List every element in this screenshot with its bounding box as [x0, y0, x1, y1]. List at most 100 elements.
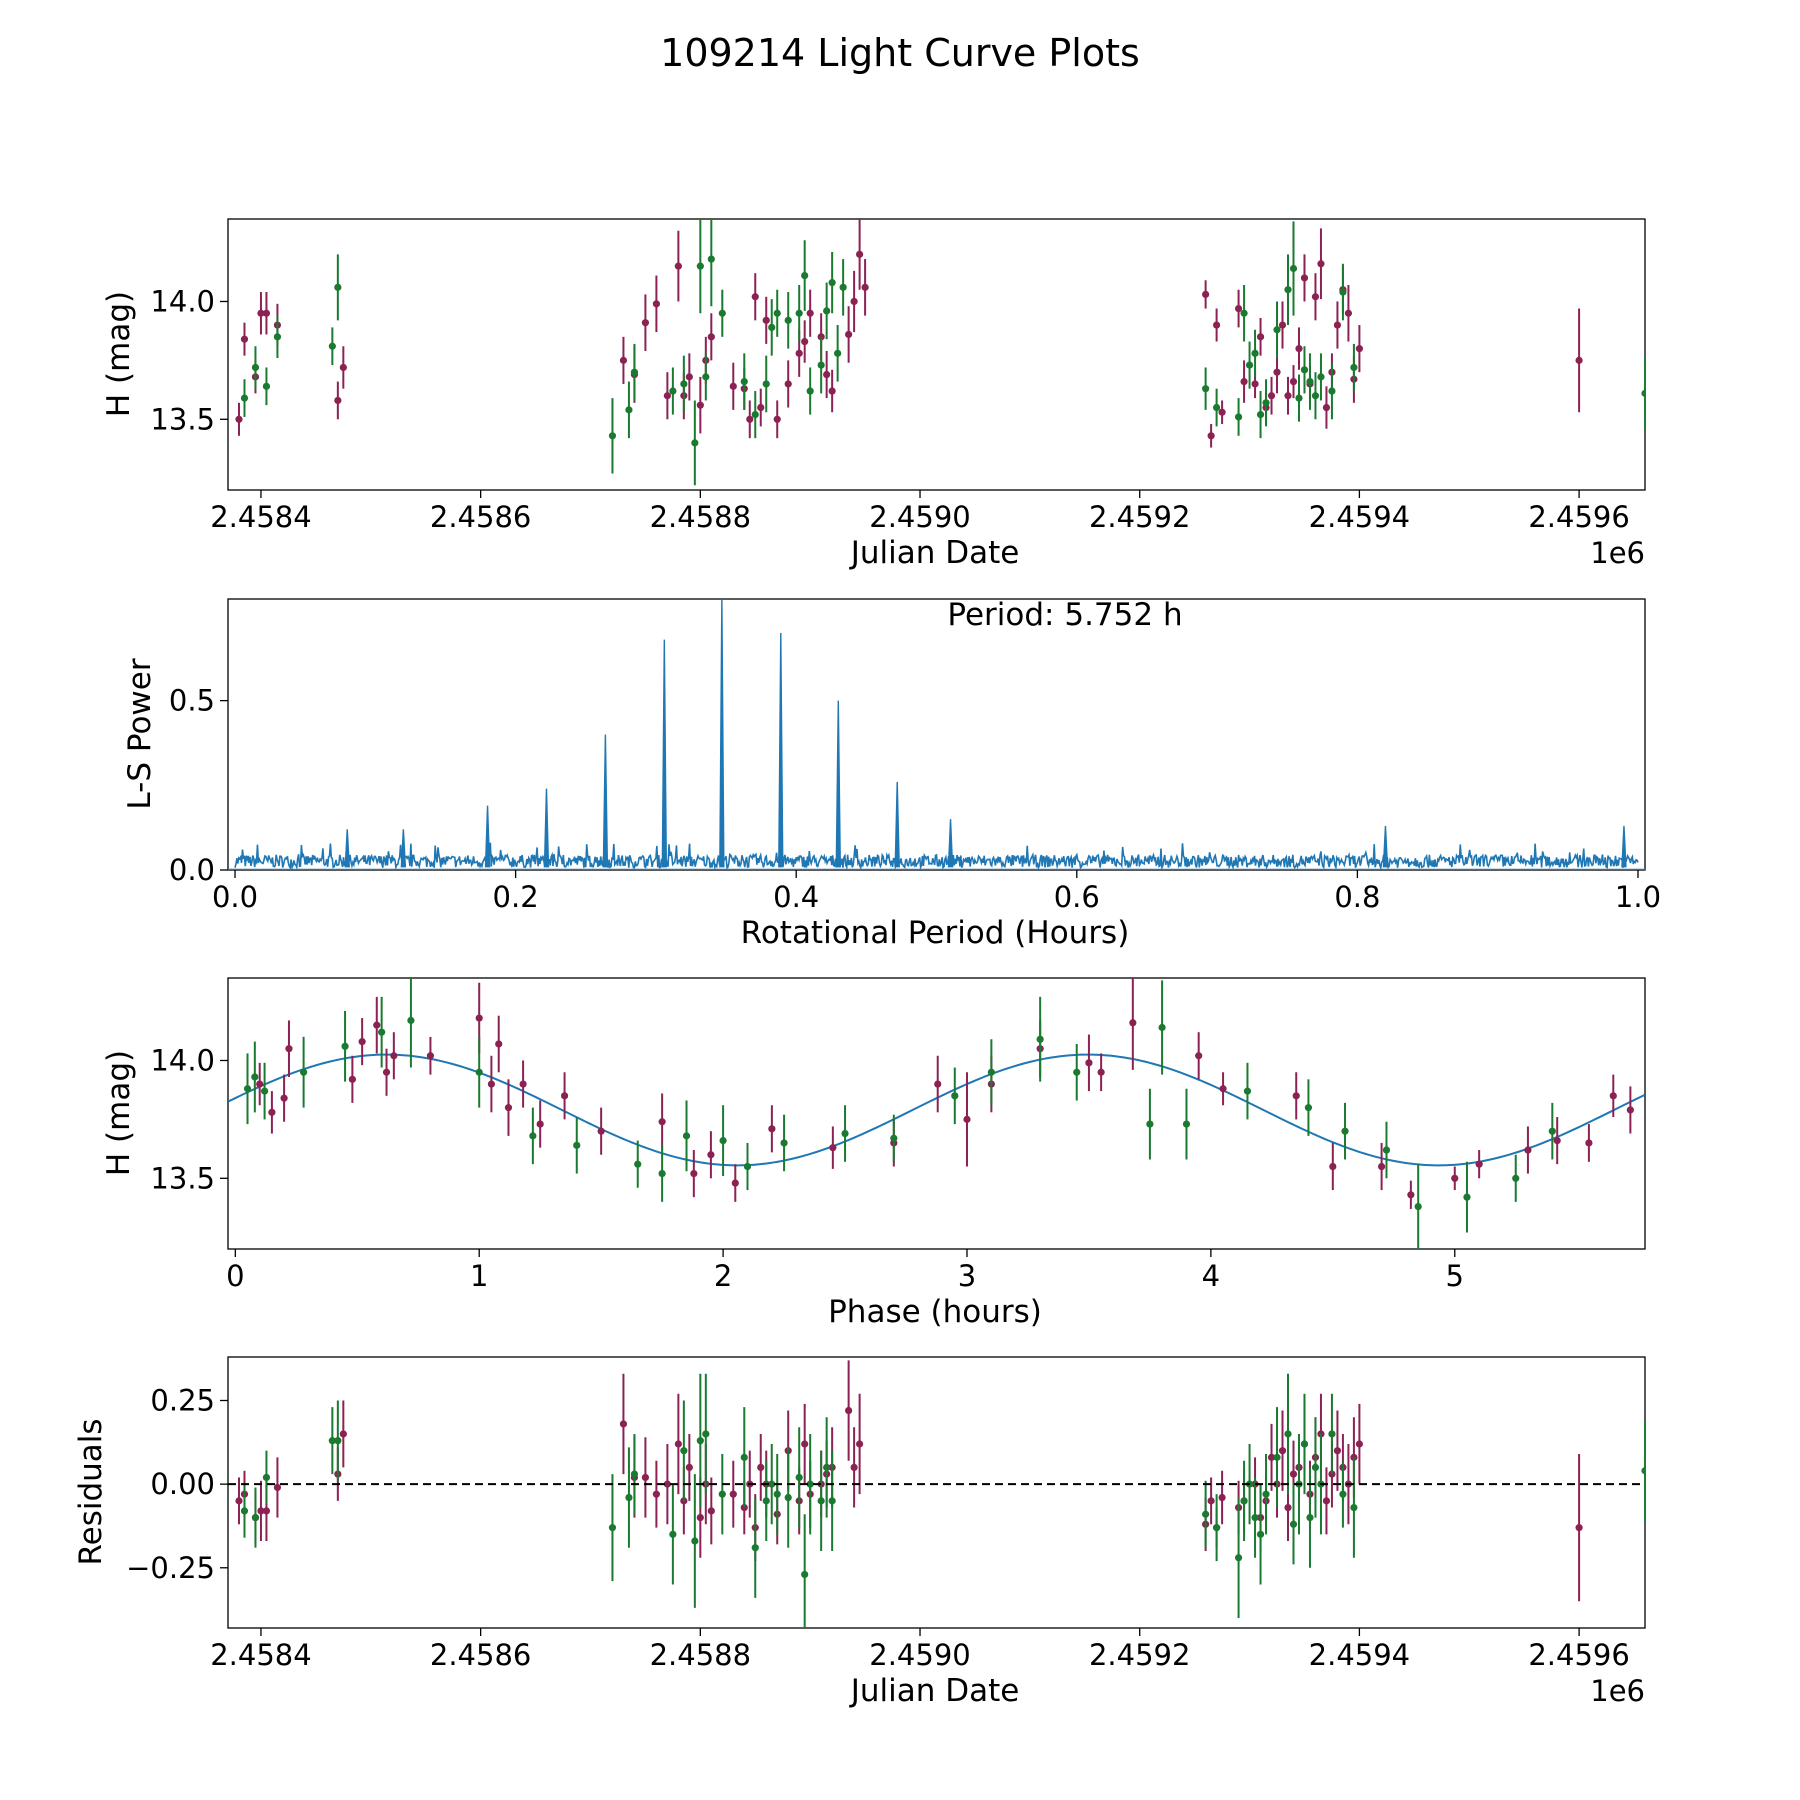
phased-point: [1475, 1160, 1483, 1168]
lightcurve-point: [1234, 304, 1243, 313]
periodogram-xtick-label: 1.0: [1615, 880, 1661, 914]
lightcurve-point: [1300, 366, 1309, 374]
lightcurve-point: [328, 342, 336, 350]
residuals-point: [630, 1470, 639, 1478]
phased-point: [426, 1052, 435, 1060]
lightcurve-point: [1284, 286, 1292, 294]
lightcurve-point: [619, 356, 628, 364]
lightcurve-ytick-label: 13.5: [150, 402, 215, 436]
lightcurve-point: [1240, 309, 1248, 317]
residuals-point: [823, 1463, 831, 1472]
residuals-point: [801, 1440, 809, 1448]
lightcurve-point: [339, 363, 347, 372]
lightcurve-point: [1295, 394, 1303, 402]
phased-point: [768, 1125, 776, 1133]
lightcurve-point: [806, 387, 814, 395]
phased-point: [690, 1169, 698, 1178]
lightcurve-point: [1289, 264, 1298, 273]
phased-point: [780, 1139, 788, 1147]
residuals-point: [1300, 1440, 1309, 1448]
phased-point: [963, 1115, 971, 1123]
phased-plot-area: [243, 978, 1634, 1249]
lightcurve-point: [1317, 260, 1325, 268]
lightcurve-point: [1306, 378, 1314, 386]
residuals-point: [251, 1513, 260, 1522]
phased-point: [1097, 1068, 1105, 1076]
lightcurve-point: [696, 262, 704, 270]
residuals-xtick-label: 2.4596: [1528, 1638, 1629, 1672]
residuals-point: [817, 1497, 825, 1505]
periodogram-peak: [543, 788, 550, 868]
phased-point: [373, 1021, 381, 1029]
phased-point: [829, 1144, 837, 1152]
lightcurve-point: [828, 279, 836, 287]
phased-point: [597, 1127, 605, 1135]
phased-point: [1451, 1174, 1459, 1182]
phased-point: [243, 1085, 252, 1093]
phased-point: [1036, 1035, 1044, 1043]
fit-curve: [228, 1053, 1645, 1167]
residuals-point: [806, 1480, 814, 1488]
lightcurve-point: [751, 410, 759, 419]
phased-xtick-label: 5: [1446, 1259, 1464, 1293]
residuals-point: [795, 1473, 803, 1482]
lightcurve-point: [1284, 392, 1292, 400]
residuals-point: [1289, 1520, 1298, 1528]
lightcurve-point: [1289, 378, 1298, 386]
lightcurve-point: [1267, 392, 1276, 400]
phased-frame: [227, 977, 1646, 1250]
phased-point: [382, 1068, 391, 1076]
lightcurve-xlabel: Julian Date: [849, 535, 1020, 571]
residuals-point: [1234, 1554, 1243, 1562]
lightcurve-point: [861, 283, 869, 291]
residuals-xtick-label: 2.4584: [210, 1638, 311, 1672]
lightcurve-point: [817, 361, 825, 369]
residuals-point: [1355, 1440, 1364, 1448]
residuals-plot-area: [228, 1360, 1645, 1628]
residuals-point: [828, 1497, 836, 1505]
residuals-point: [240, 1507, 249, 1515]
residuals-point: [1339, 1490, 1347, 1498]
phased-point: [707, 1151, 715, 1159]
phased-point: [475, 1068, 483, 1076]
periodogram-xtick-label: 0.4: [773, 880, 819, 914]
phased-point: [1158, 1023, 1166, 1032]
phased-point: [390, 1052, 398, 1060]
lightcurve-point: [1213, 321, 1221, 329]
lightcurve-panel: Julian Date H (mag) 1e6 2.4584 2.4586 2.45…: [101, 218, 1646, 571]
residuals-ytick-label: 0.25: [150, 1383, 215, 1417]
residuals-point: [262, 1473, 271, 1482]
lightcurve-point: [1251, 380, 1259, 388]
lightcurve-frame: [227, 218, 1646, 491]
periodogram-peak: [400, 829, 407, 868]
lightcurve-point: [1273, 368, 1281, 376]
lightcurve-point: [1245, 361, 1254, 369]
periodogram-ytick-label: 0.0: [169, 853, 215, 887]
residuals-point: [685, 1463, 693, 1472]
lightcurve-point: [1234, 413, 1243, 421]
residuals-point: [773, 1490, 781, 1498]
lightcurve-xtick-label: 2.4590: [869, 500, 970, 534]
residuals-point: [257, 1507, 265, 1515]
periodogram-peak: [719, 599, 725, 868]
lightcurve-point: [718, 309, 726, 317]
lightcurve-point: [834, 349, 842, 357]
lightcurve-point: [757, 403, 765, 412]
residuals-point: [1251, 1513, 1259, 1522]
residuals-point: [1262, 1490, 1270, 1498]
phased-point: [378, 1028, 386, 1036]
residuals-point: [850, 1463, 858, 1472]
periodogram-frame: [227, 598, 1646, 871]
lightcurve-point: [251, 363, 260, 372]
phased-point: [634, 1160, 642, 1168]
phased-xtick-label: 2: [714, 1259, 732, 1293]
lightcurve-point: [1311, 293, 1320, 301]
phased-point: [358, 1038, 366, 1046]
phased-point: [1512, 1174, 1520, 1182]
residuals-point: [1641, 1467, 1645, 1475]
phased-ylabel: H (mag): [101, 1050, 137, 1176]
residuals-xlabel: Julian Date: [849, 1673, 1020, 1709]
lightcurve-xtick-label: 2.4592: [1089, 500, 1190, 534]
phased-point: [1341, 1127, 1349, 1135]
residuals-point: [262, 1507, 271, 1515]
